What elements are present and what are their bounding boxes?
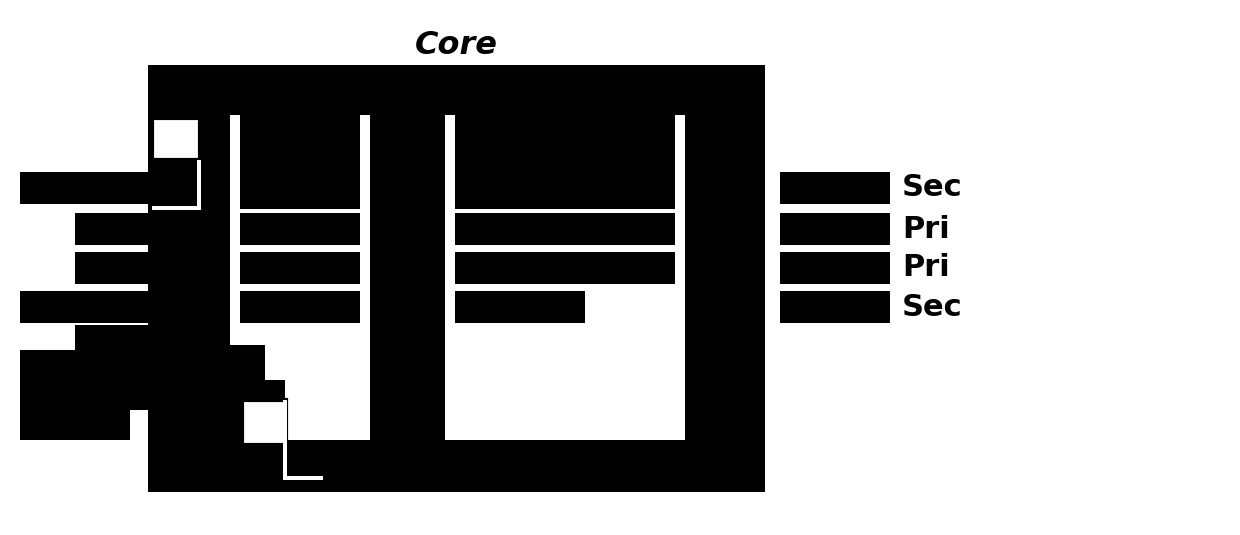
Bar [455,252,675,284]
Text: Sec: Sec [901,293,962,322]
Bar [229,345,265,440]
Bar [283,476,322,480]
Bar [74,252,148,284]
Bar [20,291,148,323]
Bar [148,172,229,204]
Bar [20,350,130,440]
Bar [684,172,765,204]
Bar [20,172,148,204]
Bar [455,291,585,323]
Bar [684,252,765,284]
Bar [148,213,229,245]
Bar [20,380,74,440]
Bar [241,291,360,323]
Bar [74,213,148,245]
Bar [148,252,229,284]
Bar [153,206,200,210]
Text: Core: Core [414,30,497,61]
Bar [684,213,765,245]
Bar [153,118,200,160]
Bar [148,118,229,458]
Bar [74,325,150,410]
Bar [684,291,765,323]
Text: Pri: Pri [901,215,950,243]
Bar [780,172,890,204]
Bar [780,291,890,323]
Bar [241,213,360,245]
Bar [415,415,445,445]
Bar [229,380,285,438]
Bar [229,115,684,440]
Bar [780,252,890,284]
Text: Ca: Ca [153,68,187,92]
Bar [197,160,201,210]
Bar [148,65,765,492]
Bar [455,213,675,245]
Bar [455,115,675,209]
Bar [241,115,360,209]
Bar [148,291,229,323]
Bar [780,213,890,245]
Bar [241,252,360,284]
Text: Sec: Sec [901,173,962,203]
Bar [242,400,286,445]
Text: Pri: Pri [901,254,950,282]
Bar [229,415,285,445]
Bar [283,400,286,480]
Bar [370,395,415,445]
Bar [370,350,415,400]
Text: SR: SR [153,472,190,496]
Bar [370,115,445,440]
